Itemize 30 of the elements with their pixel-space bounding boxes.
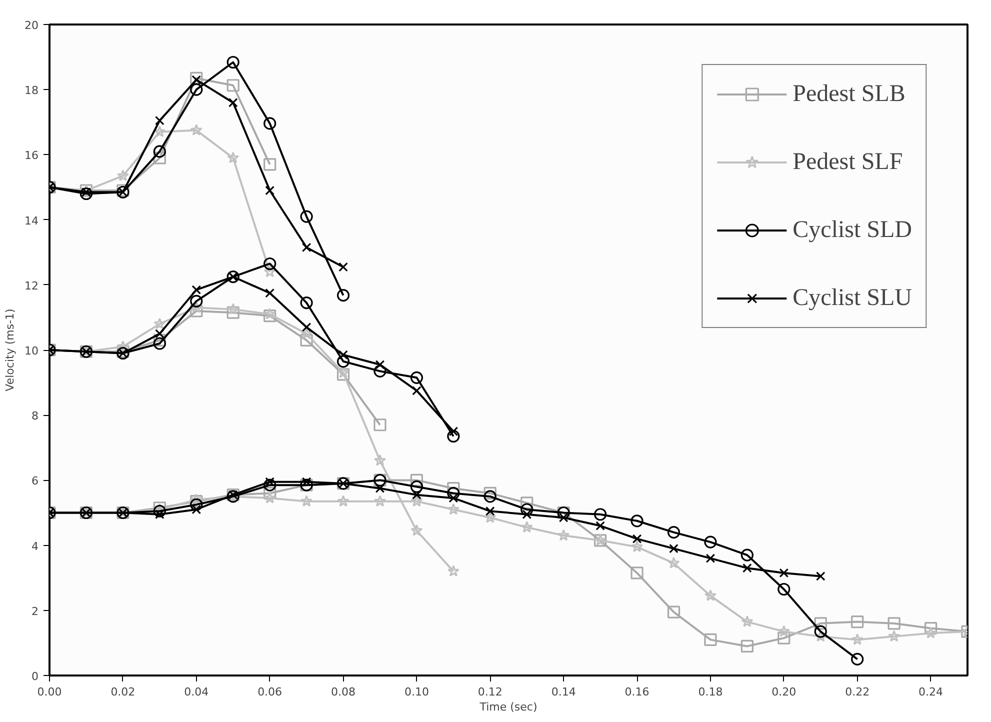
y-tick-label: 0 (32, 670, 38, 683)
x-tick-label: 0.18 (698, 686, 723, 698)
legend-label: Cyclist SLD (792, 216, 912, 244)
x-tick-label: 0.08 (331, 686, 356, 698)
x-axis-title: Time (sec) (478, 700, 538, 714)
x-tick-label: 0.04 (184, 686, 209, 698)
x-tick-label: 0.24 (918, 686, 944, 698)
y-tick-label: 6 (32, 474, 38, 488)
x-tick-label: 0.12 (478, 686, 502, 698)
x-tick-label: 0.02 (110, 686, 136, 698)
y-tick-label: 18 (24, 84, 39, 98)
x-tick-label: 0.16 (624, 686, 650, 698)
y-tick-label: 2 (32, 604, 38, 618)
legend-label: Pedest SLF (792, 148, 903, 176)
x-tick-label: 0.00 (37, 686, 62, 698)
y-axis-title: Velocity (ms-1) (4, 308, 17, 392)
y-tick-label: 20 (24, 19, 39, 32)
legend-label: Cyclist SLU (792, 284, 912, 312)
y-tick-label: 14 (24, 214, 39, 228)
x-tick-label: 0.14 (551, 686, 576, 698)
x-tick-label: 0.22 (845, 686, 870, 698)
legend-label: Pedest SLB (792, 80, 906, 108)
y-tick-label: 4 (32, 540, 38, 553)
y-tick-label: 8 (32, 410, 38, 423)
x-tick-label: 0.06 (258, 686, 282, 698)
y-tick-label: 16 (24, 149, 39, 162)
y-tick-label: 12 (24, 279, 39, 292)
x-tick-label: 0.10 (404, 686, 429, 698)
x-tick-label: 0.20 (772, 686, 796, 698)
y-tick-label: 10 (24, 344, 39, 358)
